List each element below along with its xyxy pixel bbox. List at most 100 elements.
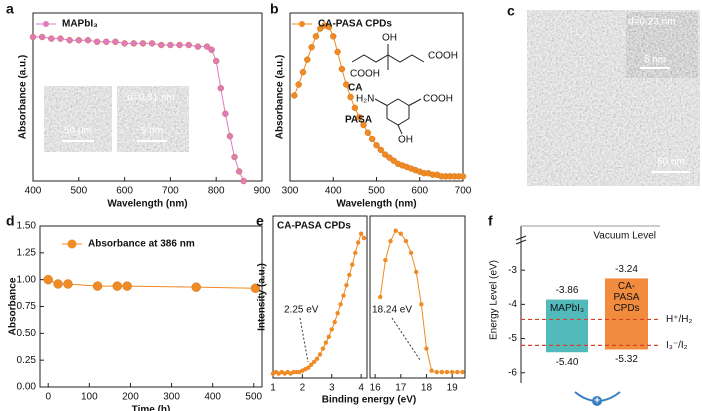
x-axis-label: Wavelength (nm) — [336, 199, 416, 210]
data-point — [414, 269, 419, 275]
annotation: COOH — [428, 51, 458, 62]
annotation: PASA — [345, 115, 372, 126]
x-tick-label: 400 — [204, 392, 221, 403]
structures — [351, 44, 425, 135]
data-point — [344, 283, 349, 288]
arrows — [299, 317, 421, 363]
band-name: CA-PASA CPDs — [613, 281, 640, 312]
data-point — [343, 81, 350, 88]
data-point — [299, 68, 307, 76]
panel-label: a — [6, 1, 14, 17]
data-point — [356, 114, 363, 121]
x-tick-label: 500 — [70, 186, 87, 197]
data-point — [103, 38, 110, 45]
data-point — [341, 293, 346, 298]
data-point — [459, 173, 467, 180]
y-tick-label: 1.50 — [17, 221, 37, 232]
y-axis-label: Absorbance (a.u.) — [18, 55, 29, 139]
x-tick-label: 1 — [270, 383, 276, 394]
x-tick-label: 800 — [208, 186, 225, 197]
value-label: -5.32 — [615, 354, 638, 365]
data-point — [240, 177, 247, 185]
data-point — [393, 228, 398, 233]
data-point — [419, 302, 424, 307]
data-point — [368, 135, 376, 143]
data-point — [377, 146, 385, 154]
data-point — [364, 129, 372, 136]
y-axis-label: Intensity (a.u.) — [257, 263, 268, 331]
data-point — [326, 334, 332, 339]
plot-frame — [39, 225, 263, 388]
data-point — [250, 283, 261, 293]
x-tick-label: 300 — [163, 392, 180, 403]
redox-label: I₃⁻/I₂ — [666, 340, 688, 351]
y-tick-label: 0.50 — [17, 328, 37, 339]
x-tick-label: 3 — [329, 383, 335, 394]
data-point — [351, 104, 359, 112]
data-point — [203, 43, 211, 50]
data-point — [306, 365, 311, 370]
data-point — [325, 23, 333, 31]
x-tick-label: 2 — [300, 383, 306, 394]
data-point — [334, 48, 341, 56]
y-axis-label: Energy Level (eV) — [489, 260, 500, 340]
y-axis-label: Absorbance (a.u.) — [275, 55, 286, 139]
panel-label: f — [488, 213, 493, 229]
data-point — [434, 369, 439, 375]
x-tick-label: 4 — [358, 383, 364, 394]
x-tick-label: 400 — [25, 186, 42, 197]
x-tick-label: 500 — [368, 186, 385, 197]
data-point — [408, 250, 414, 256]
data-point — [329, 327, 334, 332]
data-point — [449, 369, 455, 375]
x-tick-label: 0 — [45, 392, 51, 403]
series-line — [379, 230, 463, 373]
plot-frame — [32, 12, 263, 182]
data-point — [92, 281, 103, 291]
legend-marker — [67, 239, 77, 249]
annotation: 2.25 eV — [284, 305, 319, 316]
data-point — [312, 33, 320, 40]
x-tick-label: 500 — [245, 392, 262, 403]
data-point — [93, 38, 101, 45]
data-point — [358, 231, 364, 236]
plus: + — [594, 396, 600, 407]
data-point — [53, 279, 63, 289]
plot-frame — [369, 215, 466, 379]
y-axis-label: Absorbance — [8, 277, 19, 335]
data-point — [390, 157, 397, 164]
x-tick-label: 300 — [282, 186, 299, 197]
y-tick-label: -3 — [508, 265, 517, 276]
data-point — [338, 65, 346, 73]
legend-label: CA-PASA CPDs — [318, 19, 392, 30]
data-point — [378, 294, 383, 300]
data-point — [66, 37, 73, 44]
x-axis-label: Wavelength (nm) — [107, 199, 187, 210]
data-point — [338, 302, 343, 307]
y-tick-label: 1.25 — [17, 247, 37, 258]
x-axis-label: Binding energy (eV) — [322, 395, 416, 406]
data-point — [222, 110, 229, 118]
data-point — [347, 272, 352, 278]
x-tick-label: 18 — [421, 383, 433, 394]
panel-label: c — [507, 3, 515, 19]
annotation: 5 nm — [141, 126, 163, 137]
annotation: COOH — [423, 94, 453, 105]
data-point — [194, 43, 202, 50]
data-point — [460, 369, 465, 375]
annotation: 50 μm — [64, 126, 92, 137]
data-point — [317, 25, 324, 32]
data-point — [191, 282, 201, 292]
data-point — [388, 238, 393, 244]
annotation: 50 nm — [657, 157, 685, 168]
x-axis-label: Time (h) — [132, 405, 171, 411]
annotation: OH — [382, 33, 397, 44]
data-point — [185, 41, 192, 49]
annotation: d=0.23 nm — [628, 17, 676, 28]
annotation: d=0.31 nm — [127, 93, 175, 104]
data-point — [208, 46, 215, 53]
legend-marker — [43, 21, 49, 27]
x-tick-label: 200 — [122, 392, 139, 403]
data-point — [304, 56, 311, 63]
